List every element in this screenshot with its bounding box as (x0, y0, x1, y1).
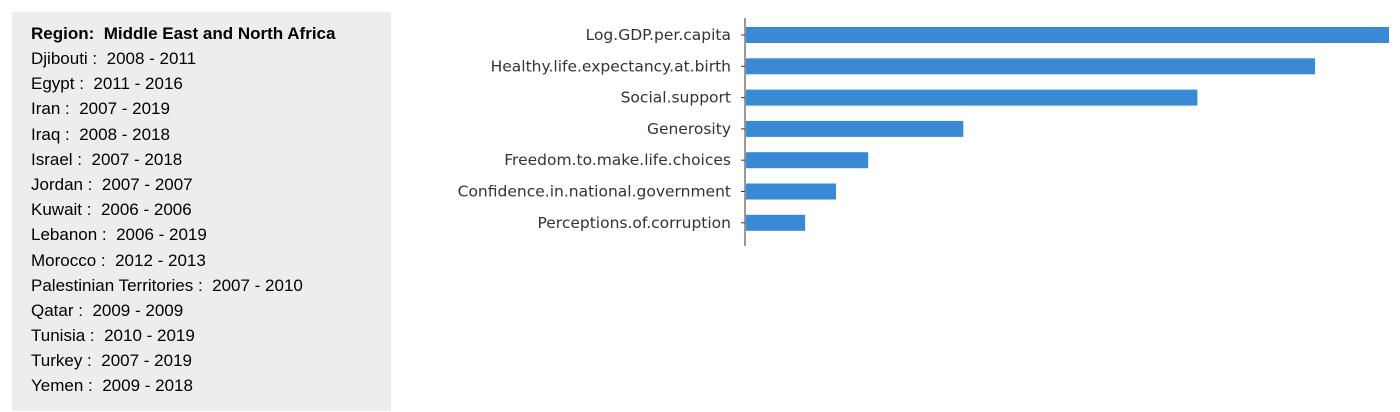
country-years: 2007 - 2019 (79, 99, 170, 119)
y-tick-label: Social.support (621, 89, 731, 107)
feature-importance-chart: Log.GDP.per.capita Healthy.life.expectanc… (400, 0, 1400, 412)
country-name: Yemen (31, 376, 84, 396)
country-years: 2008 - 2018 (79, 124, 170, 144)
country-row: Egypt : 2011 - 2016 (31, 71, 391, 96)
region-title: Region: Middle East and North Africa (31, 24, 336, 43)
country-name: Israel (31, 149, 73, 169)
country-separator: : (60, 124, 80, 144)
country-years: 2007 - 2010 (212, 275, 303, 295)
country-name: Kuwait (31, 200, 83, 220)
bar (746, 89, 1198, 106)
country-separator: : (85, 326, 105, 346)
country-years: 2007 - 2019 (101, 351, 192, 371)
region-info-panel: Region: Middle East and North Africa Dji… (12, 12, 391, 411)
country-separator: : (73, 300, 93, 320)
country-row: Palestinian Territories : 2007 - 2010 (31, 273, 391, 298)
country-years: 2009 - 2009 (92, 300, 184, 320)
country-row: Israel : 2007 - 2018 (31, 147, 391, 172)
country-years: 2007 - 2007 (101, 174, 193, 194)
country-separator: : (193, 275, 213, 295)
country-row: Iran : 2007 - 2019 (31, 96, 391, 121)
country-row: Turkey : 2007 - 2019 (31, 348, 391, 373)
country-years: 2006 - 2019 (116, 225, 207, 245)
country-name: Iraq (31, 124, 61, 144)
country-row: Jordan : 2007 - 2007 (31, 172, 391, 197)
y-tick-label: Healthy.life.expectancy.at.birth (491, 57, 731, 75)
country-name: Tunisia (31, 326, 86, 346)
bar (746, 183, 837, 200)
y-tick-label: Log.GDP.per.capita (586, 26, 731, 44)
country-name: Jordan (31, 174, 83, 194)
y-tick-label: Generosity (647, 120, 731, 138)
country-name: Turkey (31, 351, 83, 371)
country-name: Egypt (31, 74, 75, 94)
country-years: 2006 - 2006 (100, 200, 192, 220)
country-years: 2010 - 2019 (104, 326, 195, 346)
bar-chart-svg: Log.GDP.per.capita Healthy.life.expectanc… (458, 18, 1389, 246)
bar (746, 120, 964, 137)
country-list: Djibouti : 2008 - 2011 Egypt : 2011 - 201… (31, 46, 391, 399)
country-years: 2007 - 2018 (91, 149, 183, 169)
country-row: Lebanon : 2006 - 2019 (31, 222, 391, 247)
country-name: Lebanon (31, 225, 98, 245)
country-row: Qatar : 2009 - 2009 (31, 298, 391, 323)
country-name: Qatar (31, 300, 74, 320)
bar (746, 27, 1389, 43)
country-years: 2011 - 2016 (93, 74, 183, 94)
country-separator: : (96, 250, 116, 270)
country-years: 2012 - 2013 (115, 250, 206, 270)
y-tick-label: Perceptions.of.corruption (537, 214, 731, 232)
country-name: Iran (31, 99, 61, 119)
bar (746, 152, 869, 169)
country-name: Djibouti (31, 49, 88, 68)
country-row: Morocco : 2012 - 2013 (31, 248, 391, 273)
y-tick-label: Freedom.to.make.life.choices (504, 151, 731, 169)
country-row: Tunisia : 2010 - 2019 (31, 323, 391, 348)
bar (746, 214, 806, 231)
country-separator: : (87, 49, 107, 68)
country-years: 2009 - 2018 (102, 376, 193, 396)
country-separator: : (82, 351, 102, 371)
country-separator: : (74, 74, 94, 94)
country-separator: : (82, 200, 101, 220)
country-row: Djibouti : 2008 - 2011 (31, 46, 391, 71)
country-row: Yemen : 2009 - 2018 (31, 373, 391, 398)
country-separator: : (83, 376, 103, 396)
country-separator: : (60, 99, 80, 119)
country-separator: : (82, 174, 102, 194)
country-row: Kuwait : 2006 - 2006 (31, 197, 391, 222)
country-name: Palestinian Territories (31, 275, 194, 295)
country-name: Morocco (31, 250, 97, 270)
bar (746, 58, 1316, 75)
country-years: 2008 - 2011 (106, 49, 197, 68)
country-row: Iraq : 2008 - 2018 (31, 122, 391, 147)
country-separator: : (72, 149, 92, 169)
country-separator: : (97, 225, 117, 245)
y-tick-label: Confidence.in.national.government (458, 183, 731, 201)
